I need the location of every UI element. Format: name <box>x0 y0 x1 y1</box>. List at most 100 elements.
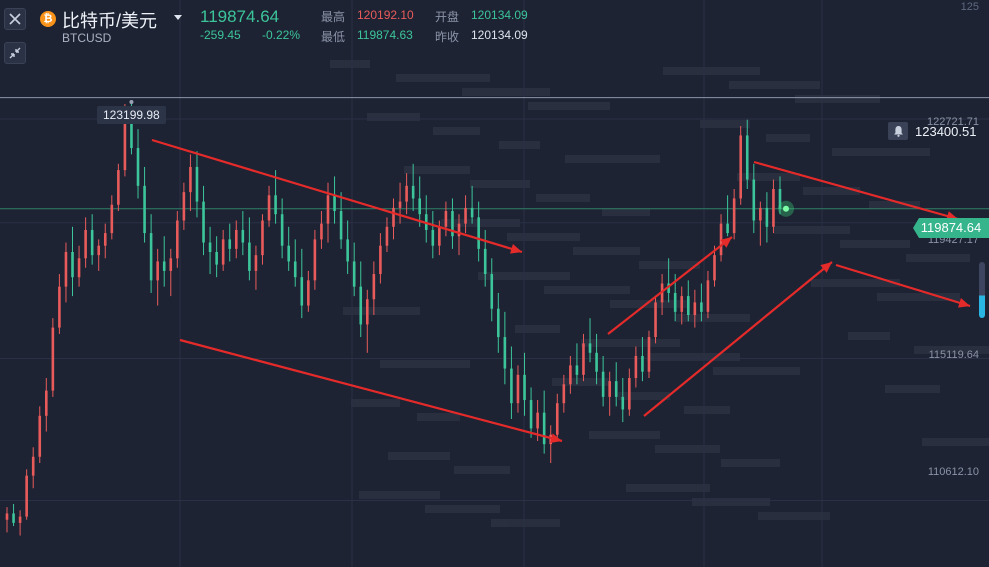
candle-body <box>510 368 513 404</box>
open-value: 120134.09 <box>471 8 528 22</box>
candle-body <box>628 378 631 410</box>
background-texture-block <box>515 325 560 333</box>
background-texture-block <box>721 459 780 467</box>
candle-body <box>582 343 585 375</box>
background-texture-block <box>610 300 690 308</box>
background-texture-block <box>869 201 920 209</box>
current-price-dot <box>783 205 789 212</box>
candle-body <box>365 299 369 325</box>
low-label: 最低 <box>321 30 346 44</box>
candle-body <box>700 302 703 312</box>
background-texture-block <box>536 194 590 202</box>
candle-body <box>293 261 297 278</box>
candle-body <box>647 337 651 372</box>
alert-price-label: 123400.51 <box>915 124 977 139</box>
background-texture-block <box>544 286 630 294</box>
prev-close-label: 昨收 <box>435 30 460 44</box>
candle-body <box>241 229 245 243</box>
prev-close-value: 120134.09 <box>471 28 528 42</box>
background-texture-block <box>359 491 440 499</box>
high-value: 120192.10 <box>357 8 414 22</box>
pair-title[interactable]: 比特币/美元 <box>62 11 158 31</box>
candle-body <box>739 135 742 199</box>
trend-arrow-line <box>753 160 959 221</box>
candle-body <box>208 242 212 252</box>
background-texture-block <box>433 127 480 135</box>
candle-body <box>274 195 277 215</box>
candle-body <box>451 211 454 237</box>
candle-body <box>12 513 15 523</box>
background-texture-block <box>388 452 450 460</box>
candle-body <box>732 198 736 234</box>
candle-body <box>221 239 225 265</box>
candle-body <box>759 207 762 221</box>
trend-arrow-head <box>720 237 732 248</box>
price-axis-top-label: 125 <box>960 1 979 13</box>
open-label: 开盘 <box>435 10 460 24</box>
background-texture-block <box>581 339 680 347</box>
background-texture-block <box>737 173 800 181</box>
candle-body <box>608 381 611 397</box>
candle-body <box>719 223 723 256</box>
candle-body <box>778 189 782 209</box>
price-scale-scrollbar[interactable] <box>979 262 985 318</box>
trend-arrow-head <box>550 433 562 444</box>
candle-body <box>234 229 238 249</box>
close-icon <box>9 13 21 25</box>
close-button[interactable] <box>4 8 26 30</box>
candle-body <box>379 245 382 275</box>
candle-body <box>667 283 670 293</box>
candle-body <box>326 195 330 224</box>
candle-body <box>706 280 710 312</box>
collapse-button[interactable] <box>4 42 26 64</box>
candle-body <box>411 185 415 199</box>
price-alert-button[interactable] <box>888 122 908 140</box>
candle-body <box>385 226 389 246</box>
candle-body <box>5 513 9 520</box>
bitcoin-icon: ₿ <box>40 11 56 27</box>
candle-body <box>149 233 153 281</box>
background-texture-block <box>713 367 800 375</box>
background-texture-block <box>528 102 610 110</box>
background-texture-block <box>602 208 650 216</box>
candle-body <box>110 204 114 234</box>
symbol-code: BTCUSD <box>62 31 112 45</box>
candle-body <box>182 192 186 221</box>
candle-body <box>398 201 402 208</box>
candle-body <box>228 239 232 249</box>
background-texture-block <box>758 512 830 520</box>
background-texture-block <box>700 120 750 128</box>
candle-body <box>621 396 625 410</box>
high-marker-dot <box>129 99 134 104</box>
trend-arrow-head <box>820 262 832 273</box>
candle-body <box>575 365 579 375</box>
trend-arrow-head <box>958 298 970 308</box>
candle-body <box>562 384 566 404</box>
background-texture-block <box>491 519 560 527</box>
candle-body <box>90 229 94 256</box>
candle-body <box>103 233 107 246</box>
candle-body <box>536 412 539 429</box>
background-texture-block <box>766 134 810 142</box>
candle-body <box>136 148 140 186</box>
background-texture-block <box>803 187 860 195</box>
candle-body <box>202 201 205 243</box>
candle-body <box>431 229 435 246</box>
background-texture-block <box>914 346 989 354</box>
candle-body <box>765 207 769 227</box>
background-texture-block <box>454 466 510 474</box>
background-texture-block <box>507 233 580 241</box>
background-texture-block <box>573 247 640 255</box>
background-texture-block <box>676 314 750 322</box>
candle-body <box>313 239 317 281</box>
candle-body <box>490 274 494 309</box>
background-texture-block <box>589 431 660 439</box>
background-texture-block <box>417 413 460 421</box>
caret-down-icon[interactable] <box>174 15 182 20</box>
background-texture-block <box>774 226 850 234</box>
candle-body <box>516 374 520 404</box>
candle-body <box>680 296 684 312</box>
background-texture-block <box>343 307 420 315</box>
candle-body <box>503 337 507 369</box>
